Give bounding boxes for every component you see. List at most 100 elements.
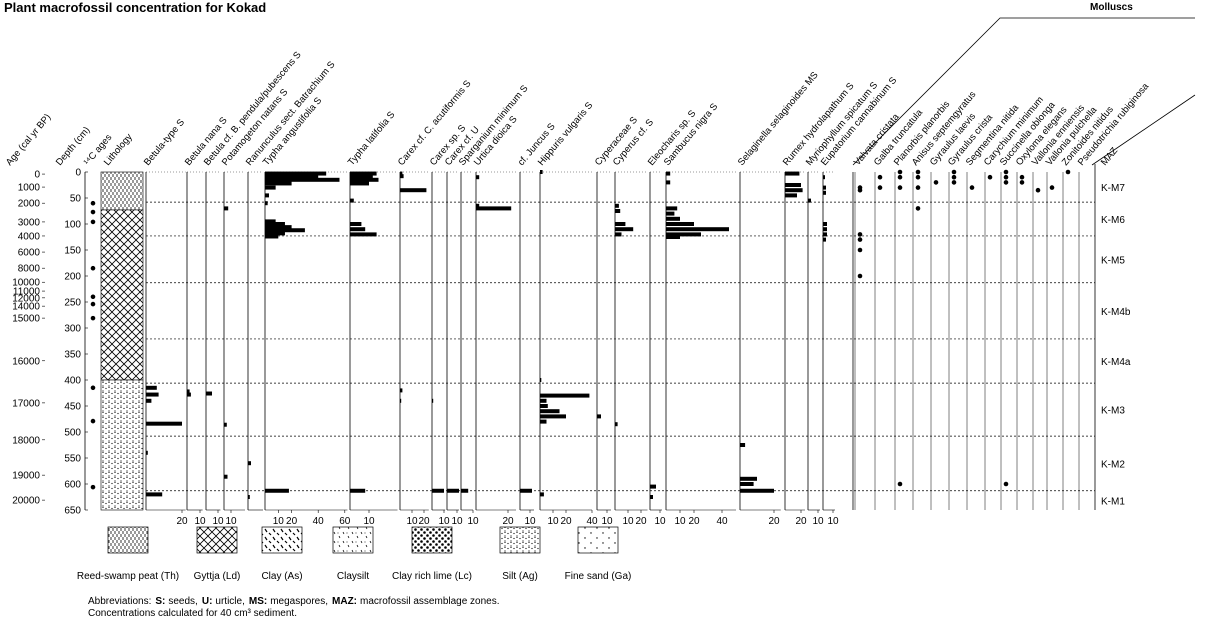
mollusc-presence	[857, 232, 863, 237]
bar	[615, 232, 622, 237]
x-tick-label: 20	[286, 516, 298, 527]
bar	[146, 450, 148, 455]
bar	[615, 203, 619, 208]
bar	[447, 488, 459, 493]
legend-swatch	[499, 526, 541, 554]
depth-tick-label: 500	[64, 428, 81, 439]
lithology-unit	[100, 379, 144, 511]
c14-date	[90, 315, 96, 322]
bar	[350, 198, 354, 203]
age-header: Age (cal yr BP)	[4, 112, 53, 168]
mollusc-presence	[877, 174, 883, 180]
age-tick-label: 4000	[18, 231, 41, 242]
bar	[265, 174, 319, 179]
zone-label: K-M3	[1101, 406, 1125, 417]
age-tick-label: 17000	[12, 398, 40, 409]
mollusc-presence	[857, 247, 863, 253]
x-tick-label: 10	[438, 516, 450, 527]
bar	[666, 222, 694, 226]
bar	[615, 222, 626, 226]
x-tick-label: 20	[502, 516, 514, 527]
bar	[823, 190, 826, 195]
note-lead: Abbreviations:	[88, 596, 151, 607]
bar	[666, 180, 671, 185]
bar	[520, 488, 532, 493]
note-term: MS:	[249, 596, 267, 607]
zone-label: K-M4b	[1101, 307, 1131, 318]
age-tick-label: 18000	[12, 435, 40, 446]
x-tick-label: 40	[313, 516, 325, 527]
taxon-header: Ranunculus sect. Batrachium S	[244, 59, 338, 168]
bar	[265, 181, 292, 186]
bar	[350, 177, 379, 182]
bar	[146, 398, 152, 403]
x-tick-label: 10	[524, 516, 536, 527]
bar	[740, 476, 757, 481]
x-tick-label: 10	[467, 516, 479, 527]
legend-label: Reed-swamp peat (Th)	[77, 571, 179, 582]
legend-label: Clay (As)	[261, 571, 302, 582]
mollusc-title: Molluscs	[1090, 2, 1133, 13]
bar	[265, 219, 276, 224]
bar	[265, 228, 305, 233]
age-tick-label: 2000	[18, 199, 41, 210]
bar	[400, 388, 403, 393]
x-tick-label: 20	[688, 516, 700, 527]
bar	[248, 461, 251, 466]
bar	[615, 227, 634, 232]
bar	[615, 422, 618, 427]
mollusc-presence	[969, 185, 975, 190]
zone-label: K-M5	[1101, 255, 1125, 266]
x-tick-label: 10	[547, 516, 559, 527]
bar	[265, 222, 285, 226]
depth-tick-label: 200	[64, 272, 81, 283]
x-tick-label: 10	[622, 516, 634, 527]
mollusc-presence	[951, 169, 957, 175]
bar	[461, 488, 469, 493]
age-tick-label: 11000	[13, 287, 41, 298]
bar	[540, 170, 543, 174]
x-tick-label: 40	[586, 516, 598, 527]
bar	[400, 188, 427, 193]
bar	[187, 392, 191, 397]
bar	[265, 231, 285, 236]
bar	[785, 193, 797, 198]
age-tick-label: 15000	[12, 314, 40, 325]
bar	[540, 393, 590, 398]
note-text: urticle,	[215, 596, 244, 607]
mollusc-presence	[1035, 187, 1041, 193]
note-abbreviations: Abbreviations: S: seeds, U: urticle, MS: megas…	[88, 596, 500, 607]
bar	[265, 488, 289, 493]
bar	[265, 193, 269, 198]
bar	[265, 201, 268, 206]
mollusc-presence	[1003, 169, 1009, 175]
note-term: U:	[202, 596, 213, 607]
legend-label: Fine sand (Ga)	[565, 571, 632, 582]
x-tick-label: 10	[812, 516, 824, 527]
bar	[785, 183, 801, 187]
mollusc-presence	[897, 185, 903, 190]
age-tick-label: 8000	[18, 264, 41, 275]
depth-tick-label: 300	[64, 324, 81, 335]
x-tick-label: 10	[674, 516, 686, 527]
lithology-unit	[100, 171, 144, 211]
taxon-header: Selaginella selaginoides MS	[736, 70, 821, 168]
bar	[666, 206, 678, 211]
x-tick-label: 10	[451, 516, 463, 527]
x-tick-label: 60	[339, 516, 351, 527]
bar	[476, 206, 512, 211]
legend-label: Silt (Ag)	[502, 571, 538, 582]
bar	[146, 421, 182, 426]
bar	[615, 209, 621, 213]
bar	[540, 409, 560, 414]
bar	[540, 398, 547, 403]
bar	[350, 171, 377, 176]
mollusc-presence	[951, 180, 957, 185]
chart-title: Plant macrofossil concentration for Koka…	[4, 0, 266, 15]
x-tick-label: 20	[176, 516, 188, 527]
bar	[823, 227, 827, 232]
bar	[666, 227, 729, 232]
mollusc-presence	[915, 169, 921, 175]
x-tick-label: 10	[225, 516, 237, 527]
bar	[666, 232, 701, 237]
